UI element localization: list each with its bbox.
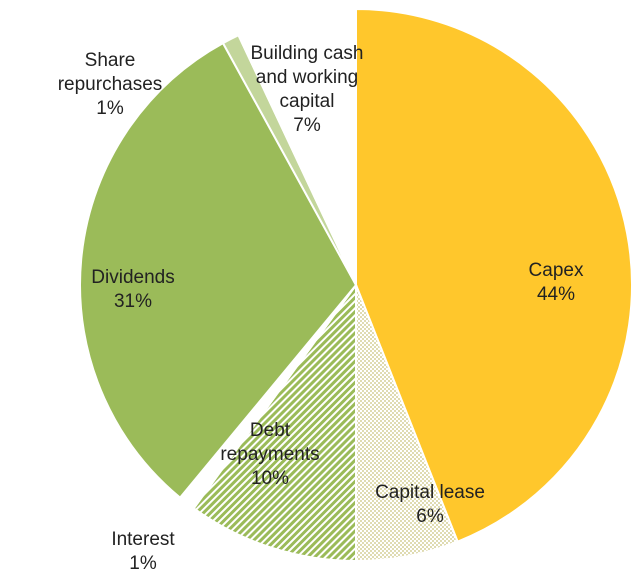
slice-label: Capex 44% — [496, 259, 616, 307]
pie-slice — [237, 7, 357, 286]
category-label: Share repurchases — [57, 50, 163, 95]
value-label: 7% — [293, 115, 321, 136]
category-label: Dividends — [91, 267, 175, 288]
value-label: 1% — [96, 98, 124, 119]
category-label: Capital lease — [375, 482, 485, 503]
slice-label: Dividends 31% — [73, 266, 193, 314]
pie-slice — [355, 7, 633, 543]
category-label: Interest — [111, 529, 175, 550]
value-label: 31% — [113, 291, 153, 312]
pie-slice — [79, 41, 358, 500]
pie-slice — [192, 281, 357, 563]
slice-label: Capital lease 6% — [345, 481, 515, 529]
slice-label: Share repurchases 1% — [45, 49, 175, 121]
slice-label: Building cash and working capital 7% — [233, 42, 381, 138]
value-label: 10% — [250, 468, 290, 489]
category-label: Building cash and working capital — [250, 43, 364, 112]
value-label: 44% — [536, 284, 576, 305]
category-label: Capex — [528, 260, 584, 281]
value-label: 1% — [129, 553, 157, 574]
category-label: Debt repayments — [220, 420, 320, 465]
value-label: 6% — [416, 506, 444, 527]
slice-label: Interest 1% — [88, 528, 198, 576]
slice-label: Debt repayments 10% — [200, 419, 340, 491]
